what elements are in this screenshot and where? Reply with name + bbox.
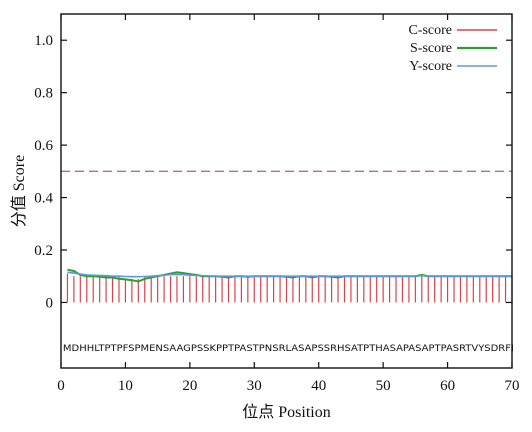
y-axis-label: 分值 Score: [10, 155, 28, 227]
y-tick-label: 0.2: [34, 243, 53, 259]
x-tick-label: 10: [118, 378, 133, 394]
x-tick-label: 20: [182, 378, 197, 394]
sequence-text: MDHHLTPTPFSPMENSAAGPSSKPPTPASTPNSRLASAPS…: [63, 344, 514, 354]
legend-label-y-score: Y-score: [409, 59, 452, 74]
y-tick-label: 1.0: [34, 33, 53, 49]
c-score-impulses: [66, 273, 513, 303]
y-tick-label: 0: [46, 295, 54, 311]
y-tick-label: 0.4: [34, 191, 53, 207]
x-tick-label: 60: [440, 378, 455, 394]
sequence-track: MDHHLTPTPFSPMENSAAGPSSKPPTPASTPNSRLASAPS…: [63, 344, 514, 354]
legend: C-score S-score Y-score: [408, 23, 497, 74]
x-axis-ticks: 0 10 20 30 40 50 60 70: [57, 14, 520, 394]
score-lines: [67, 268, 512, 283]
x-tick-label: 40: [311, 378, 326, 394]
y-score-line: [67, 271, 512, 278]
x-tick-label: 50: [376, 378, 391, 394]
plot-frame: [60, 13, 513, 369]
x-axis-label: 位点 Position: [242, 403, 330, 421]
x-tick-label: 70: [505, 378, 520, 394]
legend-label-s-score: S-score: [410, 41, 452, 56]
x-tick-label: 0: [57, 378, 65, 394]
y-tick-label: 0.8: [34, 86, 53, 102]
legend-label-c-score: C-score: [408, 23, 452, 38]
x-tick-label: 30: [247, 378, 262, 394]
y-axis-ticks: 0 0.2 0.4 0.6 0.8 1.0: [34, 33, 512, 311]
y-tick-label: 0.6: [34, 138, 53, 154]
